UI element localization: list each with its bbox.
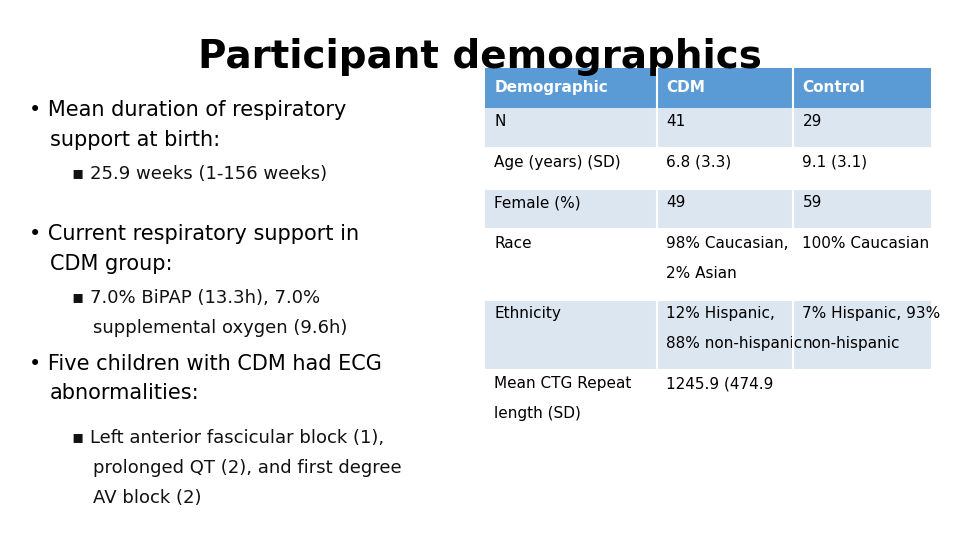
Bar <box>485 370 657 440</box>
Text: 100% Caucasian: 100% Caucasian <box>803 236 929 251</box>
Text: 9.1 (3.1): 9.1 (3.1) <box>803 155 868 170</box>
Text: 88% non-hispanic: 88% non-hispanic <box>666 336 803 351</box>
Bar <box>793 68 931 108</box>
Text: • Current respiratory support in: • Current respiratory support in <box>29 224 359 244</box>
Text: supplemental oxygen (9.6h): supplemental oxygen (9.6h) <box>93 319 348 336</box>
Bar <box>485 108 657 148</box>
Text: CDM group:: CDM group: <box>50 254 173 274</box>
Text: Age (years) (SD): Age (years) (SD) <box>494 155 621 170</box>
Bar <box>485 300 657 370</box>
Text: 49: 49 <box>666 195 685 211</box>
Text: 6.8 (3.3): 6.8 (3.3) <box>666 155 732 170</box>
Text: ▪ Left anterior fascicular block (1),: ▪ Left anterior fascicular block (1), <box>72 429 384 447</box>
Bar <box>793 300 931 370</box>
Text: Ethnicity: Ethnicity <box>494 306 562 321</box>
Text: Participant demographics: Participant demographics <box>198 38 762 76</box>
Text: • Five children with CDM had ECG: • Five children with CDM had ECG <box>29 354 382 374</box>
Text: Female (%): Female (%) <box>494 195 581 211</box>
Bar <box>485 189 657 230</box>
Bar <box>793 148 931 189</box>
Text: prolonged QT (2), and first degree: prolonged QT (2), and first degree <box>93 459 401 477</box>
Text: length (SD): length (SD) <box>494 406 581 421</box>
Bar <box>657 148 793 189</box>
Text: Demographic: Demographic <box>494 80 608 95</box>
Text: 1245.9 (474.9: 1245.9 (474.9 <box>666 376 774 392</box>
Text: AV block (2): AV block (2) <box>93 489 202 507</box>
Text: ▪ 25.9 weeks (1-156 weeks): ▪ 25.9 weeks (1-156 weeks) <box>72 165 327 183</box>
Bar <box>485 148 657 189</box>
Text: 41: 41 <box>666 114 685 130</box>
Text: CDM: CDM <box>666 80 706 95</box>
Bar <box>657 189 793 230</box>
Text: 59: 59 <box>803 195 822 211</box>
Bar <box>793 230 931 300</box>
Text: 98% Caucasian,: 98% Caucasian, <box>666 236 789 251</box>
Text: • Mean duration of respiratory: • Mean duration of respiratory <box>29 100 347 120</box>
Bar <box>793 189 931 230</box>
Bar <box>485 230 657 300</box>
Text: 2% Asian: 2% Asian <box>666 266 737 281</box>
Text: 12% Hispanic,: 12% Hispanic, <box>666 306 775 321</box>
Bar <box>657 300 793 370</box>
Bar <box>793 108 931 148</box>
Text: ▪ 7.0% BiPAP (13.3h), 7.0%: ▪ 7.0% BiPAP (13.3h), 7.0% <box>72 289 320 307</box>
Bar <box>657 68 793 108</box>
Text: support at birth:: support at birth: <box>50 130 220 150</box>
Text: abnormalities:: abnormalities: <box>50 383 200 403</box>
Text: 7% Hispanic, 93%: 7% Hispanic, 93% <box>803 306 941 321</box>
Bar <box>793 370 931 440</box>
Text: Mean CTG Repeat: Mean CTG Repeat <box>494 376 632 392</box>
Bar <box>485 68 657 108</box>
Text: Control: Control <box>803 80 865 95</box>
Bar <box>657 230 793 300</box>
Bar <box>657 108 793 148</box>
Text: 29: 29 <box>803 114 822 130</box>
Text: N: N <box>494 114 506 130</box>
Text: Race: Race <box>494 236 532 251</box>
Bar <box>657 370 793 440</box>
Text: non-hispanic: non-hispanic <box>803 336 900 351</box>
